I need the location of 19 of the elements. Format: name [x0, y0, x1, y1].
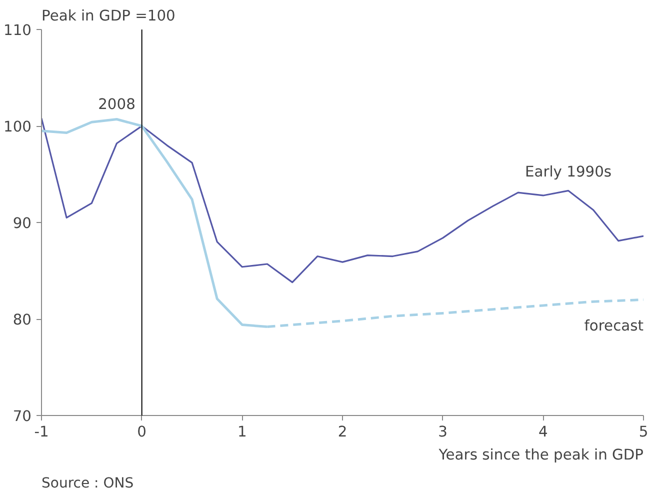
- series-label: 2008: [98, 96, 136, 114]
- series-label: Early 1990s: [524, 164, 612, 181]
- x-tick-label: 0: [137, 424, 146, 440]
- y-tick-label: 70: [12, 408, 32, 425]
- x-tick-label: 5: [638, 424, 648, 440]
- series-label: forecast: [584, 318, 644, 335]
- x-tick-label: 1: [238, 424, 247, 440]
- x-axis-title: Years since the peak in GDP: [438, 446, 644, 464]
- x-tick-label: -1: [34, 424, 49, 440]
- x-tick-label: 4: [538, 424, 548, 440]
- y-axis-title: Peak in GDP =100: [42, 8, 176, 24]
- source-note: Source : ONS: [42, 476, 134, 492]
- y-tick-label: 100: [4, 118, 32, 136]
- x-tick-label: 3: [438, 424, 448, 440]
- y-tick-label: 80: [12, 312, 32, 328]
- x-tick-label: 2: [338, 424, 348, 440]
- y-tick-label: 110: [4, 22, 32, 39]
- line-series: [42, 117, 644, 284]
- y-tick-label: 90: [12, 215, 32, 232]
